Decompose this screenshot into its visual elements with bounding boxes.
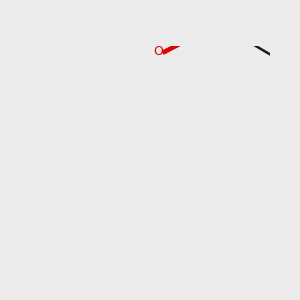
Text: O: O — [154, 45, 164, 58]
